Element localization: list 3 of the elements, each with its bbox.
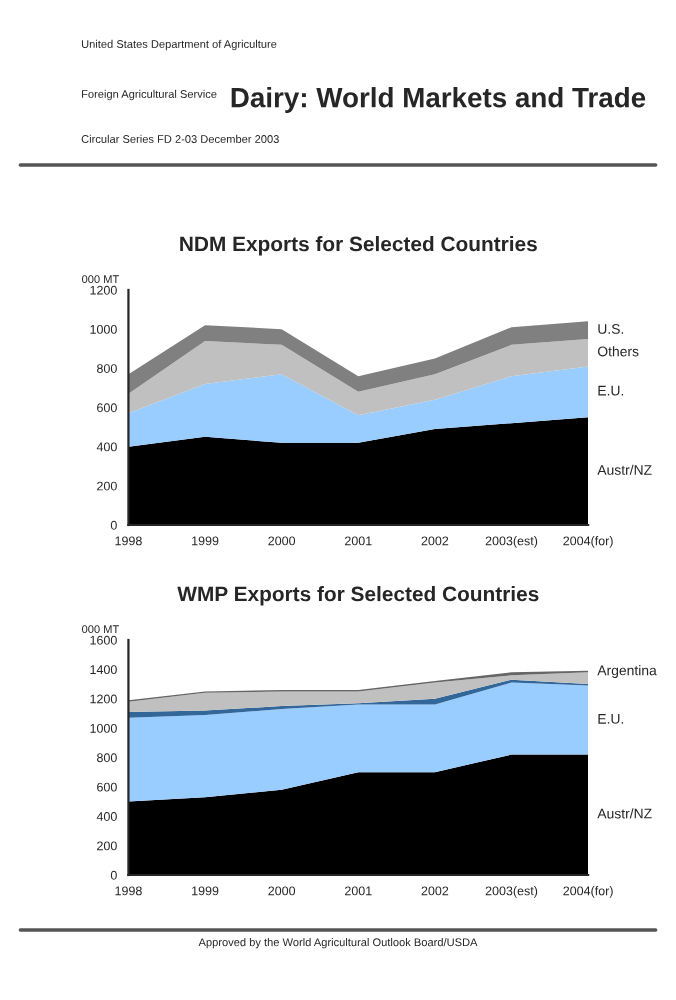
chart-title: WMP Exports for Selected Countries	[177, 586, 539, 606]
chart-title: NDM Exports for Selected Countries	[180, 236, 537, 256]
text: Dairy: World Markets and Trade	[231, 87, 646, 113]
